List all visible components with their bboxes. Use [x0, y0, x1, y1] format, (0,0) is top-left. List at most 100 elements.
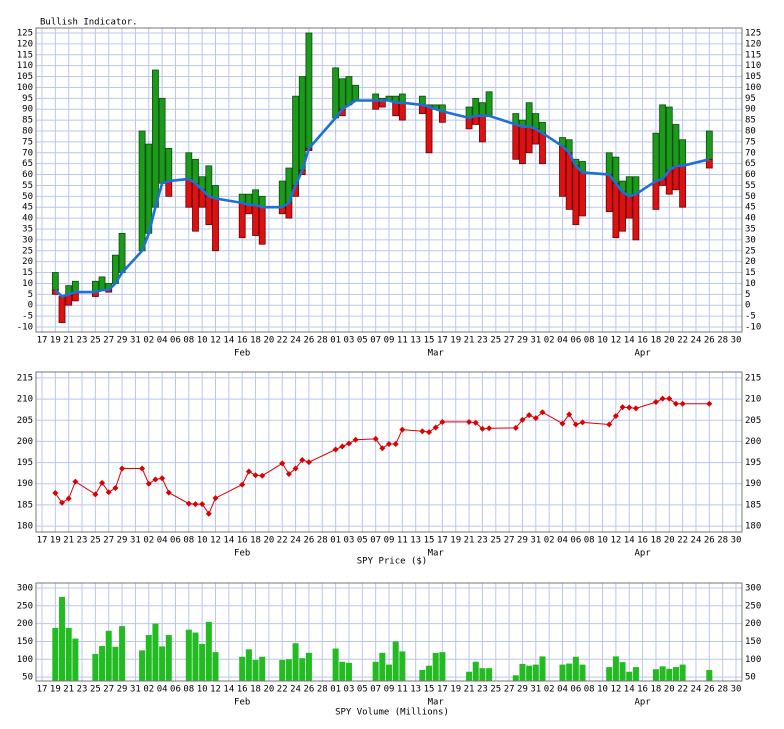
x-tick-label: 20: [263, 685, 274, 695]
y-tick-label: 95: [22, 94, 33, 104]
price-marker: [439, 418, 446, 425]
x-tick-label: 31: [530, 685, 541, 695]
month-label: Apr: [634, 549, 651, 559]
y-tick-label-right: -10: [745, 322, 761, 332]
price-marker: [526, 412, 533, 419]
volume-bar: [285, 659, 292, 681]
x-tick-label: 17: [437, 536, 448, 546]
volume-bar: [339, 661, 346, 681]
x-tick-label: 18: [651, 336, 662, 346]
x-tick-label: 15: [424, 536, 435, 546]
month-label: Mar: [428, 349, 445, 359]
price-marker: [519, 416, 526, 423]
price-marker: [345, 440, 352, 447]
price-marker: [486, 425, 493, 432]
price-marker: [539, 409, 546, 416]
x-tick-label: 16: [237, 685, 248, 695]
x-tick-label: 26: [704, 685, 715, 695]
y-tick-label-right: 115: [745, 50, 761, 60]
y-tick-label-right: 75: [745, 137, 756, 147]
price-marker: [105, 489, 112, 496]
bearish-bar: [372, 100, 380, 110]
price-marker: [659, 395, 666, 402]
indicator-line: [54, 99, 710, 298]
volume-bar: [212, 652, 219, 681]
x-tick-label: 28: [717, 536, 728, 546]
y-tick-label: 90: [22, 105, 33, 115]
y-tick-label: 50: [22, 673, 33, 683]
x-tick-label: 25: [490, 685, 501, 695]
volume-bar: [239, 656, 246, 681]
y-tick-label-right: 35: [745, 224, 756, 234]
bullish-bar: [652, 132, 660, 182]
y-tick-label-right: 110: [745, 61, 761, 71]
y-tick-label: 100: [17, 655, 33, 665]
y-tick-label-right: 55: [745, 181, 756, 191]
bearish-bar: [58, 296, 66, 324]
bearish-bar: [565, 152, 573, 210]
price-marker: [145, 480, 152, 487]
x-tick-label: 14: [223, 536, 234, 546]
month-label: Feb: [234, 549, 250, 559]
x-tick-label: 23: [477, 685, 488, 695]
x-tick-label: 01: [330, 536, 341, 546]
y-tick-label: 205: [17, 416, 33, 426]
month-label: Feb: [234, 349, 250, 359]
volume-bar: [659, 666, 666, 681]
y-tick-label: 250: [17, 601, 33, 611]
bearish-bar: [258, 206, 266, 245]
bearish-bar: [398, 102, 406, 121]
price-marker: [212, 495, 219, 502]
price-marker: [419, 428, 426, 435]
x-tick-label: 12: [210, 336, 221, 346]
volume-bar: [432, 652, 439, 681]
x-tick-label: 06: [170, 536, 181, 546]
y-tick-label-right: 0: [745, 301, 750, 311]
y-tick-label-right: 120: [745, 39, 761, 49]
volume-bar: [112, 646, 119, 681]
price-marker: [192, 501, 199, 508]
x-tick-label: 13: [410, 336, 421, 346]
x-tick-label: 18: [250, 336, 261, 346]
x-tick-label: 25: [90, 685, 101, 695]
x-tick-label: 08: [584, 336, 595, 346]
plot-border: [35, 27, 743, 333]
bullish-bar: [192, 158, 199, 184]
bearish-bar: [205, 195, 213, 226]
x-tick-label: 20: [664, 536, 675, 546]
price-marker: [252, 472, 259, 479]
volume-bar: [532, 664, 539, 681]
y-tick-label-right: 185: [745, 500, 761, 510]
volume-bar: [165, 635, 172, 681]
bearish-bar: [519, 126, 526, 165]
x-tick-label: 13: [410, 685, 421, 695]
x-tick-label: 15: [424, 685, 435, 695]
x-tick-label: 04: [557, 536, 568, 546]
price-marker: [626, 404, 633, 411]
price-marker: [165, 489, 172, 496]
price-marker: [152, 476, 159, 483]
price-marker: [339, 443, 346, 450]
y-tick-label: 200: [17, 619, 33, 629]
x-tick-label: 22: [677, 536, 688, 546]
volume-bar: [52, 627, 59, 681]
x-tick-label: 24: [691, 336, 702, 346]
x-tick-label: 27: [103, 336, 114, 346]
y-tick-label: 300: [17, 583, 33, 593]
price-marker: [392, 440, 399, 447]
x-tick-label: 01: [330, 336, 341, 346]
y-tick-label: 210: [17, 395, 33, 405]
y-tick-label-right: 10: [745, 279, 756, 289]
y-tick-label: -10: [17, 322, 33, 332]
x-tick-label: 18: [651, 685, 662, 695]
x-tick-label: 11: [397, 336, 408, 346]
x-tick-label: 28: [717, 685, 728, 695]
x-tick-label: 29: [117, 536, 128, 546]
x-tick-label: 10: [197, 536, 208, 546]
y-tick-label: 215: [17, 373, 33, 383]
volume-bar: [345, 662, 352, 681]
volume-bar: [292, 643, 299, 681]
x-tick-label: 29: [117, 685, 128, 695]
y-tick-label-right: -5: [745, 312, 756, 322]
y-tick-label-right: 250: [745, 601, 761, 611]
